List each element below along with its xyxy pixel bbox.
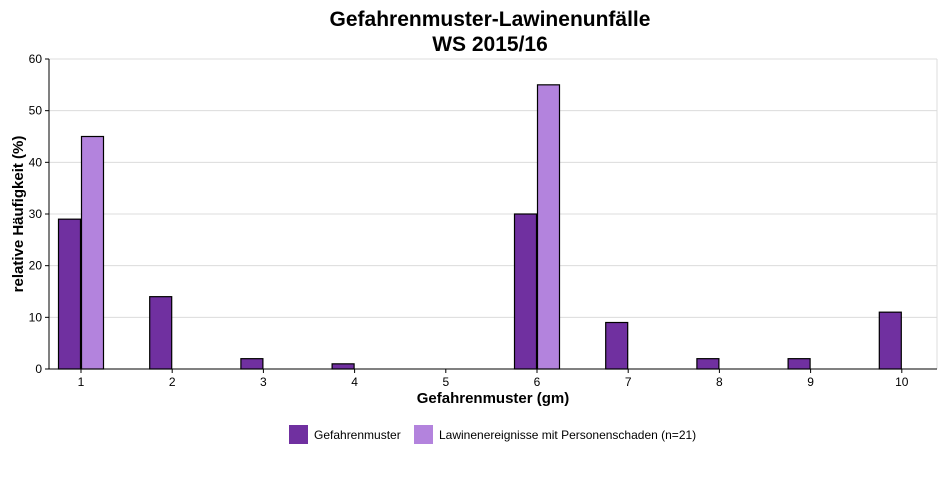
x-tick-label: 1 bbox=[78, 375, 85, 389]
bar-series-1-10 bbox=[878, 311, 902, 370]
bars bbox=[57, 84, 902, 370]
y-tick-label: 20 bbox=[29, 259, 43, 273]
y-tick-label: 40 bbox=[29, 155, 43, 169]
bar-series-1-3 bbox=[240, 358, 264, 370]
bar-series-1-1 bbox=[57, 218, 82, 370]
x-tick-label: 3 bbox=[260, 375, 267, 389]
x-tick-label: 9 bbox=[807, 375, 814, 389]
legend: Gefahrenmuster Lawinenereignisse mit Pers… bbox=[289, 425, 696, 444]
x-tick-label: 5 bbox=[442, 375, 449, 389]
bar-series-1-6 bbox=[513, 213, 538, 370]
bar-series-1-7 bbox=[605, 321, 629, 370]
bar-series-1-9 bbox=[787, 358, 811, 370]
bar-series-2-6 bbox=[536, 84, 561, 370]
chart-title-line1: Gefahrenmuster-Lawinenunfälle bbox=[330, 8, 651, 31]
legend-swatch-1 bbox=[289, 425, 308, 444]
y-tick-label: 30 bbox=[29, 207, 43, 221]
y-tick-label: 0 bbox=[35, 362, 42, 376]
chart-title-line2: WS 2015/16 bbox=[432, 33, 548, 56]
y-tick-label: 50 bbox=[29, 104, 43, 118]
grid-lines bbox=[49, 58, 937, 318]
x-tick-label: 6 bbox=[534, 375, 541, 389]
x-tick-label: 10 bbox=[895, 375, 909, 389]
x-tick-label: 2 bbox=[169, 375, 176, 389]
y-tick-label: 10 bbox=[29, 310, 43, 324]
y-tick-label: 60 bbox=[29, 52, 43, 66]
legend-label-1: Gefahrenmuster bbox=[314, 428, 401, 442]
axes: 0 10 20 30 40 50 60 1 2 3 4 5 6 7 8 9 10 bbox=[29, 52, 938, 389]
bar-series-1-2 bbox=[149, 296, 173, 370]
x-tick-label: 8 bbox=[716, 375, 723, 389]
legend-swatch-2 bbox=[414, 425, 433, 444]
x-tick-label: 4 bbox=[351, 375, 358, 389]
bar-series-1-8 bbox=[696, 358, 720, 370]
y-axis-title: relative Häufigkeit (%) bbox=[10, 136, 27, 293]
bar-series-1-4 bbox=[331, 363, 355, 370]
legend-label-2: Lawinenereignisse mit Personenschaden (n… bbox=[439, 428, 696, 442]
x-tick-label: 7 bbox=[625, 375, 632, 389]
bar-series-2-1 bbox=[80, 135, 105, 370]
x-axis-title: Gefahrenmuster (gm) bbox=[417, 390, 570, 407]
